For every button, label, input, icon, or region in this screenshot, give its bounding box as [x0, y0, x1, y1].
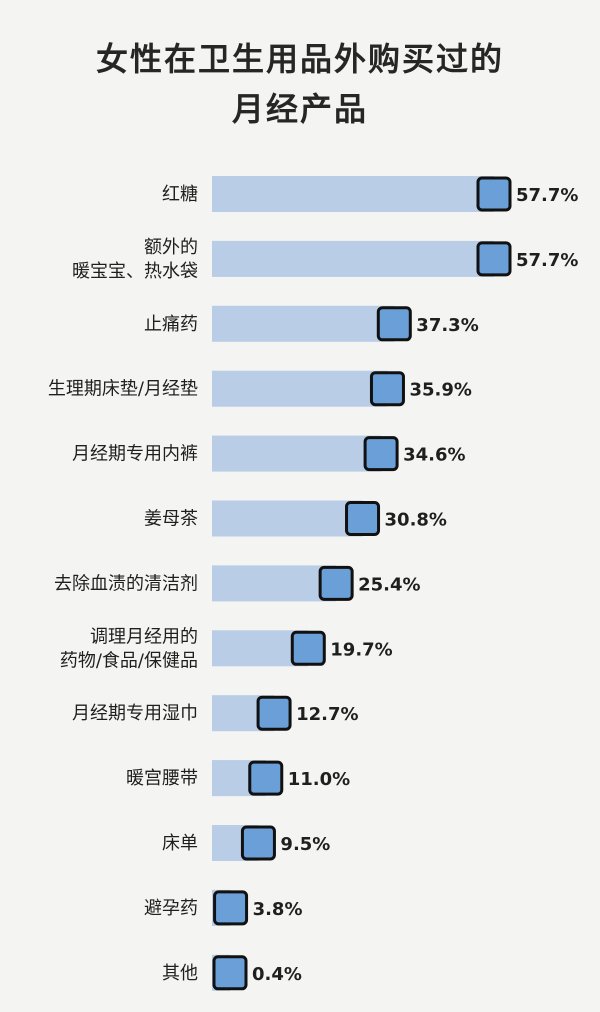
category-label-5: 姜母茶 — [144, 509, 198, 530]
value-label-5: 30.8% — [385, 510, 447, 531]
value-label-12: 0.4% — [252, 964, 302, 985]
chart-title-line-1: 女性在卫生用品外购买过的 — [95, 40, 504, 78]
value-label-0: 57.7% — [516, 185, 578, 206]
category-label-6: 去除血渍的清洁剂 — [54, 573, 198, 594]
category-label-9: 暖宫腰带 — [126, 768, 198, 789]
value-label-11: 3.8% — [253, 899, 303, 920]
bar-marker-0 — [476, 176, 512, 212]
bar-marker-6 — [318, 565, 354, 601]
bar-marker-11 — [213, 890, 249, 926]
value-label-7: 19.7% — [330, 639, 392, 660]
bar-marker-1 — [476, 241, 512, 277]
bar-1 — [212, 240, 494, 277]
value-label-4: 34.6% — [403, 445, 465, 466]
bar-marker-2 — [376, 306, 412, 342]
category-label-0: 红糖 — [162, 184, 198, 205]
bar-marker-9 — [248, 760, 284, 796]
bar-2 — [212, 305, 395, 342]
category-label-2: 止痛药 — [144, 314, 198, 335]
bar-marker-4 — [363, 436, 399, 472]
value-label-9: 11.0% — [288, 769, 350, 790]
category-label-3: 生理期床垫/月经垫 — [48, 379, 198, 400]
bar-marker-10 — [240, 825, 276, 861]
bar-marker-7 — [290, 630, 326, 666]
bar-3 — [212, 370, 388, 407]
bar-marker-8 — [256, 695, 292, 731]
category-label-11: 避孕药 — [144, 898, 198, 919]
value-label-3: 35.9% — [409, 380, 471, 401]
value-label-10: 9.5% — [280, 834, 330, 855]
chart-title-line-2: 月经产品 — [231, 90, 368, 128]
value-label-2: 37.3% — [416, 315, 478, 336]
bar-6 — [212, 565, 337, 602]
bar-marker-5 — [345, 501, 381, 536]
value-label-1: 57.7% — [516, 250, 578, 271]
value-label-8: 12.7% — [296, 704, 358, 725]
category-label-1-line-1: 额外的 — [144, 237, 198, 258]
chart-title: 女性在卫生用品外购买过的 月经产品 — [0, 34, 600, 134]
bar-5 — [212, 500, 363, 537]
category-label-12: 其他 — [162, 963, 198, 984]
category-label-1-line-2: 暖宝宝、热水袋 — [72, 261, 198, 282]
bar-marker-3 — [369, 371, 405, 407]
bar-0 — [212, 176, 494, 212]
value-label-6: 25.4% — [358, 574, 420, 595]
category-label-10: 床单 — [162, 833, 198, 854]
category-label-8: 月经期专用湿巾 — [72, 703, 198, 724]
bar-marker-12 — [212, 955, 248, 991]
bar-4 — [212, 435, 382, 472]
category-label-7-line-2: 药物/食品/保健品 — [60, 650, 198, 671]
category-label-4: 月经期专用内裤 — [72, 444, 198, 465]
category-label-7-line-1: 调理月经用的 — [90, 626, 198, 647]
